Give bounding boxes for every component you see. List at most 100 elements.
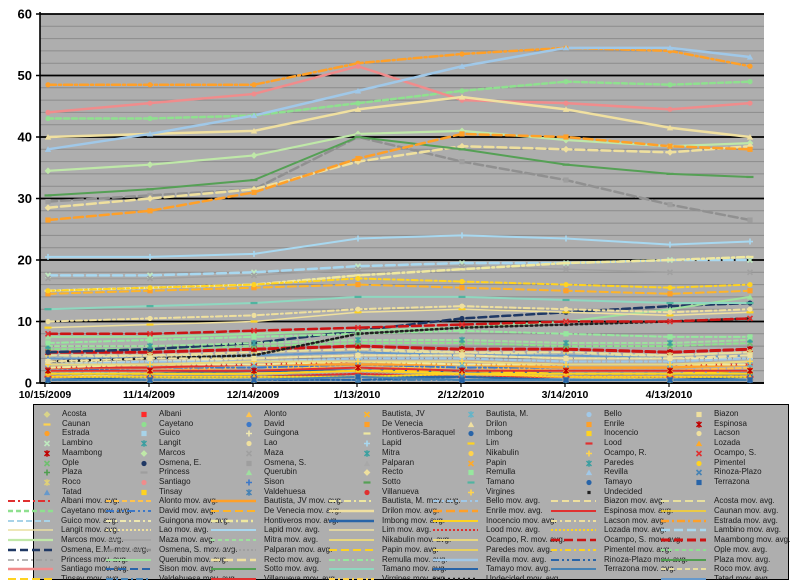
legend-item-tamano: Tamano: [464, 477, 514, 487]
legend-line-sample-icon: [661, 528, 706, 532]
legend-label: Guingona mov. avg.: [159, 516, 231, 525]
legend-label: Nikabulin: [486, 448, 519, 457]
circle-marker-icon: [696, 430, 702, 436]
legend-label: Ocampo, S. mov. avg.: [604, 535, 683, 544]
legend-item-tatad: Tatad: [40, 487, 82, 497]
legend-line-sample-icon: [8, 529, 53, 531]
xbar-marker-icon: [140, 439, 148, 447]
legend-item-maza: Maza: [242, 448, 284, 458]
legend-item-querubin-avg: Querubin mov. avg.: [106, 555, 228, 565]
legend-label: Lao: [264, 438, 278, 447]
legend-line-sample-icon: [211, 549, 256, 551]
legend-item-tatad-avg: Tatad mov. avg.: [661, 574, 770, 580]
legend-item-maambong-avg: Maambong mov. avg.: [661, 535, 790, 545]
legend-label: Remulla: [486, 467, 516, 476]
legend-label: Osmena, S. mov. avg.: [159, 545, 238, 554]
series-markers-revilla: [44, 44, 754, 152]
legend-label: Rinoza-Plazo: [714, 467, 762, 476]
series-line-de-venecia: [47, 283, 751, 295]
plus-marker-icon: [364, 440, 370, 446]
legend-label: Marcos mov. avg.: [61, 535, 124, 544]
legend-label: Tamano mov. avg.: [382, 564, 447, 573]
series-line-maza: [47, 265, 751, 280]
legend-item-guingona: Guingona: [242, 428, 299, 438]
y-axis-tick-label: 20: [18, 253, 32, 268]
legend-line-sample-icon: [433, 529, 478, 531]
legend-label: De Venecia: [382, 419, 423, 428]
legend-label: Lao mov. avg.: [159, 525, 209, 534]
legend-label: Plaza: [62, 467, 83, 476]
legend-label: Ople mov. avg.: [714, 545, 768, 554]
legend-label: Enrile mov. avg.: [486, 506, 543, 515]
legend-line-sample-icon: [661, 510, 706, 512]
legend-label: Hontiveros-Baraquel: [382, 428, 455, 437]
legend-item-lood: Lood: [582, 438, 622, 448]
legend-line-sample-icon: [551, 559, 596, 561]
legend-label: Terrazona mov. avg.: [604, 564, 676, 573]
legend-line-sample-icon: [211, 519, 256, 523]
legend-line-sample-icon: [433, 500, 478, 502]
legend-label: Lacson mov. avg.: [604, 516, 667, 525]
series-line-lacson: [47, 305, 751, 323]
legend-label: Guingona: [264, 428, 299, 437]
legend-label: Roco mov. avg.: [714, 564, 769, 573]
legend-item-querubin: Querubin: [242, 467, 297, 477]
legend-label: Osmena, S.: [264, 458, 307, 467]
x-marker-icon: [245, 449, 253, 457]
legend-item-langit-avg: Langit mov. avg.: [8, 525, 119, 535]
legend-item-ocampo-r--avg: Ocampo, R. mov. avg.: [433, 535, 565, 545]
legend-line-sample-icon: [106, 548, 151, 552]
square-marker-icon: [246, 460, 252, 466]
legend-line-sample-icon: [211, 529, 256, 531]
series-line-lozada: [47, 372, 751, 378]
legend-item-lacson-avg: Lacson mov. avg.: [551, 516, 666, 526]
legend-label: Mitra mov. avg.: [264, 535, 319, 544]
legend-item-roco-avg: Roco mov. avg.: [661, 564, 769, 574]
legend-label: Osmena, E.M. mov. avg.: [61, 545, 149, 554]
legend-label: Paredes: [604, 458, 634, 467]
x-axis-tick-label: 10/15/2009: [19, 389, 72, 401]
series-markers-lim: [44, 308, 754, 329]
series-markers-biazon: [45, 352, 753, 365]
legend-line-sample-icon: [8, 567, 53, 571]
legend-item-guico: Guico: [137, 428, 180, 438]
legend-label: Osmena, E.: [159, 458, 202, 467]
legend-item-maza-avg: Maza mov. avg.: [106, 535, 215, 545]
legend-item-marcos: Marcos: [137, 448, 185, 458]
legend-item-plaza-avg: Plaza mov. avg.: [661, 555, 770, 565]
legend-line-sample-icon: [329, 578, 374, 580]
legend-label: Marcos: [159, 448, 186, 457]
legend-label: Querubin mov. avg.: [159, 555, 229, 564]
series-markers-pimentel: [45, 275, 753, 294]
legend-line-sample-icon: [661, 519, 706, 523]
legend-label: Tinsay mov. avg.: [61, 574, 121, 580]
legend-item-osmena-s-: Osmena, S.: [242, 458, 306, 468]
legend-item-roco: Roco: [40, 477, 81, 487]
series-line-cayetano: [46, 80, 752, 120]
legend-label: Sotto mov. avg.: [264, 564, 319, 573]
legend-label: David mov. avg.: [159, 506, 216, 515]
y-axis-tick-label: 40: [18, 130, 32, 145]
legend-item-remulla: Remulla: [464, 467, 515, 477]
y-axis-tick-label: 30: [18, 191, 32, 206]
legend-label: Ocampo, R.: [604, 448, 647, 457]
legend-item-inocencio-avg: Inocencio mov. avg.: [433, 516, 557, 526]
legend-label: Remulla mov. avg.: [382, 555, 448, 564]
series-markers-ocampo-r-: [45, 358, 753, 368]
legend-item-ople: Ople: [40, 458, 79, 468]
xbar-marker-icon: [585, 459, 593, 467]
legend-item-recto: Recto: [360, 467, 403, 477]
triangle-marker-icon: [695, 440, 703, 446]
legend-item-drilon-avg: Drilon mov. avg.: [329, 506, 439, 516]
legend-item-cayetano: Cayetano: [137, 419, 193, 429]
legend-label: Lozada mov. avg.: [604, 525, 667, 534]
legend-item-tamayo-avg: Tamayo mov. avg.: [433, 564, 550, 574]
legend-label: Imbong mov. avg.: [382, 516, 445, 525]
dash-marker-icon: [363, 480, 371, 484]
legend-label: Virgines mov. avg.: [382, 574, 448, 580]
legend-line-sample-icon: [211, 510, 256, 512]
legend-label: Ocampo, S.: [714, 448, 757, 457]
square-marker-icon: [468, 469, 474, 475]
legend-line-sample-icon: [551, 520, 596, 522]
legend-label: Ocampo, R. mov. avg.: [486, 535, 565, 544]
